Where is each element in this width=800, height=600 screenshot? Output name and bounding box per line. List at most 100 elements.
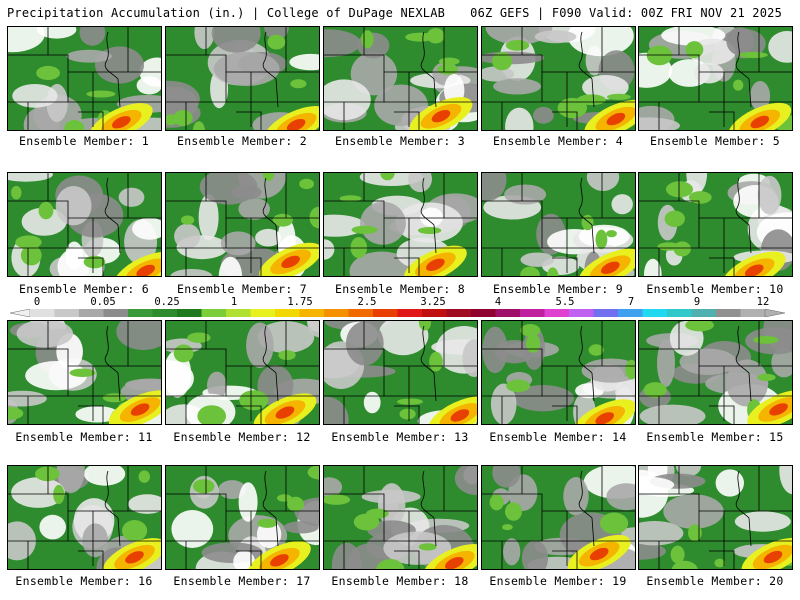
low-precip-area xyxy=(211,27,261,53)
colorbar-swatch xyxy=(618,309,643,317)
colorbar-swatch xyxy=(544,309,570,317)
heavy-precip-area xyxy=(281,255,300,269)
colorbar-swatch xyxy=(250,309,276,317)
moderate-precip-area xyxy=(417,227,442,234)
low-precip-area xyxy=(734,511,791,532)
state-boundary xyxy=(482,54,635,73)
ensemble-map-panel xyxy=(7,172,162,277)
moderate-precip-area xyxy=(581,214,594,231)
colorbar-tick-label: 9 xyxy=(693,296,701,308)
low-precip-area xyxy=(768,31,792,63)
moderate-precip-area xyxy=(69,368,96,377)
colorbar-swatch xyxy=(471,309,496,317)
moderate-precip-area xyxy=(64,120,85,130)
ensemble-member-caption: Ensemble Member: 8 xyxy=(334,282,466,296)
moderate-precip-area xyxy=(489,494,504,511)
colorbar-tick-label: 0.05 xyxy=(90,296,116,308)
colorbar-swatch xyxy=(275,309,300,317)
low-precip-area xyxy=(581,358,635,383)
low-precip-area xyxy=(198,194,219,241)
state-boundary xyxy=(166,493,319,512)
moderate-precip-area xyxy=(625,359,635,380)
moderate-precip-area xyxy=(418,321,432,331)
state-boundary xyxy=(104,470,121,547)
colorbar-swatch xyxy=(397,309,423,317)
state-boundary xyxy=(578,470,595,547)
colorbar-swatch xyxy=(446,309,472,317)
ensemble-map-panel xyxy=(165,26,320,131)
ensemble-map-panel xyxy=(7,465,162,570)
low-precip-area xyxy=(606,483,635,511)
state-boundary xyxy=(262,177,279,254)
moderate-precip-area xyxy=(35,466,60,482)
low-precip-area xyxy=(771,347,792,378)
moderate-precip-area xyxy=(361,30,374,49)
low-precip-area xyxy=(512,385,574,412)
heavy-precip-area xyxy=(136,264,156,276)
state-boundary xyxy=(578,325,595,402)
low-precip-area xyxy=(726,359,769,407)
precip-field-map xyxy=(482,27,635,130)
moderate-precip-area xyxy=(15,235,42,249)
low-precip-area xyxy=(639,117,680,130)
precip-field-map xyxy=(324,173,477,276)
precip-field-map xyxy=(166,466,319,569)
ensemble-member-caption: Ensemble Member: 13 xyxy=(331,430,469,444)
low-precip-area xyxy=(520,252,555,267)
low-precip-area xyxy=(289,53,319,71)
moderate-precip-area xyxy=(187,332,211,343)
moderate-precip-area xyxy=(520,324,541,337)
moderate-precip-area xyxy=(276,494,292,502)
heavy-precip-area xyxy=(763,550,783,564)
state-boundary xyxy=(394,550,420,569)
state-boundary xyxy=(262,31,279,108)
state-boundary xyxy=(104,177,121,254)
moderate-precip-area xyxy=(36,65,60,81)
low-precip-area xyxy=(118,187,145,207)
precip-field-map xyxy=(166,321,319,424)
moderate-precip-area xyxy=(600,512,629,534)
low-precip-area xyxy=(378,483,406,527)
low-precip-area xyxy=(65,241,84,270)
low-precip-area xyxy=(75,406,120,423)
heavy-precip-area xyxy=(431,110,451,123)
moderate-precip-area xyxy=(753,336,779,344)
state-boundary xyxy=(578,31,595,108)
low-precip-area xyxy=(504,184,547,205)
colorbar-swatch xyxy=(299,309,325,317)
precip-field-map xyxy=(166,173,319,276)
low-precip-area xyxy=(128,494,161,514)
low-precip-area xyxy=(8,390,47,407)
moderate-precip-area xyxy=(606,230,617,238)
colorbar-swatch xyxy=(642,309,668,317)
moderate-precip-area xyxy=(505,40,530,51)
moderate-precip-area xyxy=(380,173,395,181)
state-boundary xyxy=(552,111,578,130)
moderate-precip-area xyxy=(287,496,305,512)
low-precip-area xyxy=(16,321,73,348)
heavy-precip-area xyxy=(130,403,150,416)
low-precip-area xyxy=(533,106,554,124)
moderate-precip-area xyxy=(351,225,378,234)
state-boundary xyxy=(552,405,578,424)
low-precip-area xyxy=(283,521,319,534)
low-precip-area xyxy=(779,466,792,495)
moderate-precip-area xyxy=(257,518,278,528)
state-boundary xyxy=(8,54,161,73)
moderate-precip-area xyxy=(595,229,608,250)
low-precip-area xyxy=(194,27,215,50)
ensemble-member-caption: Ensemble Member: 3 xyxy=(334,134,466,148)
low-precip-area xyxy=(644,258,662,276)
colorbar-swatch xyxy=(152,309,178,317)
state-boundary xyxy=(735,177,752,254)
moderate-precip-area xyxy=(643,382,667,398)
heavy-precip-area xyxy=(750,115,770,129)
state-boundary xyxy=(709,257,735,276)
moderate-precip-area xyxy=(192,479,215,494)
low-precip-area xyxy=(639,404,706,424)
low-precip-area xyxy=(750,81,771,111)
colorbar-swatch xyxy=(348,309,374,317)
ensemble-member-caption: Ensemble Member: 17 xyxy=(173,574,311,588)
heavy-precip-area xyxy=(111,116,131,129)
colorbar-swatch xyxy=(495,309,521,317)
